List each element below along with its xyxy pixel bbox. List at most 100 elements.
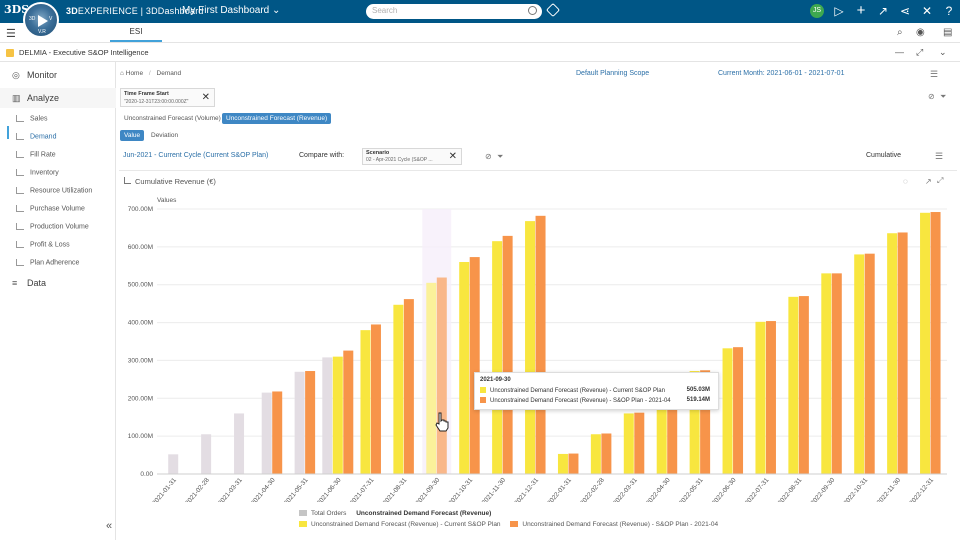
bar	[689, 371, 700, 474]
tab-volume[interactable]: Unconstrained Forecast (Volume)	[120, 113, 225, 124]
y-axis-label: Values	[157, 197, 177, 204]
deviation-button[interactable]: Deviation	[147, 130, 183, 141]
planning-scope[interactable]: Default Planning Scope	[576, 70, 650, 77]
sidebar-item-fill-rate[interactable]: Fill Rate	[16, 151, 56, 158]
legend-item-total-orders[interactable]: Total Orders	[299, 510, 346, 517]
search-tab-icon[interactable]: ⌕	[897, 27, 903, 38]
search-icon[interactable]	[528, 6, 537, 15]
bar	[897, 232, 908, 474]
legend-group-title: Unconstrained Demand Forecast (Revenue)	[356, 510, 492, 517]
remove-scenario-icon[interactable]: ✕	[448, 151, 457, 162]
x-tick-label: 2022-01-31	[546, 476, 573, 502]
collapse-sidebar-icon[interactable]: «	[106, 520, 113, 532]
search-input[interactable]: Search	[366, 4, 542, 19]
bar	[492, 241, 503, 474]
remove-filter-icon[interactable]: ✕	[201, 92, 210, 103]
bar	[332, 356, 343, 474]
y-tick-label: 500.00M	[128, 282, 153, 289]
value-button[interactable]: Value	[120, 130, 145, 141]
menu-icon[interactable]: ☰	[6, 28, 16, 40]
top-bar: 3DS 3DEXPERIENCE | 3DDashboard My First …	[0, 0, 960, 23]
chat-icon[interactable]: ▤	[943, 27, 953, 38]
y-tick-label: 700.00M	[128, 206, 153, 213]
widget-header: DELMIA - Executive S&OP Intelligence — ⤢…	[0, 44, 960, 62]
breadcrumb-home[interactable]: Home	[125, 70, 144, 77]
brand-bold: 3D	[66, 6, 78, 16]
tag-icon[interactable]	[545, 2, 561, 18]
clear-filters-icon[interactable]: ⊘	[928, 92, 935, 101]
sidebar-item-production-volume[interactable]: Production Volume	[16, 223, 89, 230]
legend-item-scenario[interactable]: Unconstrained Demand Forecast (Revenue) …	[510, 521, 718, 528]
export-icon[interactable]: ↗	[925, 177, 932, 186]
cumulative-toggle[interactable]: Cumulative	[866, 152, 902, 159]
x-tick-label: 2022-07-31	[744, 476, 771, 502]
bar	[234, 413, 245, 474]
dashboard-title[interactable]: My First Dashboard ⌄	[182, 5, 281, 16]
filter-icon[interactable]: ⏷	[497, 152, 504, 161]
tab-revenue[interactable]: Unconstrained Forecast (Revenue)	[222, 113, 332, 124]
avatar[interactable]: JS	[810, 4, 824, 18]
sidebar-item-demand[interactable]: Demand	[16, 133, 56, 140]
bar-chart: Values 0.00 100.00M 200.00M 300.00M 400.00M 50…	[128, 197, 947, 502]
chevron-down-icon[interactable]: ⌄	[939, 47, 947, 57]
x-tick-label: 2022-08-31	[777, 476, 804, 502]
help-icon[interactable]: ?	[945, 4, 953, 18]
bar	[525, 221, 536, 474]
legend-swatch-total-orders	[299, 510, 307, 516]
bar	[864, 253, 875, 474]
compass-icon[interactable]: 3D V V.R	[23, 2, 59, 38]
sidebar-item-purchase-volume[interactable]: Purchase Volume	[16, 205, 85, 212]
sidebar-item-inventory[interactable]: Inventory	[16, 169, 59, 176]
scenario-selector[interactable]: Scenario 02 - Apr-2021 Cycle (S&OP ... ✕	[362, 148, 462, 165]
tools-icon[interactable]: ✕	[921, 4, 933, 18]
sidebar-analyze[interactable]: ▥ Analyze	[12, 93, 59, 104]
plus-icon[interactable]: +	[856, 2, 866, 19]
legend-item-current[interactable]: Unconstrained Demand Forecast (Revenue) …	[299, 521, 501, 528]
tooltip-date: 2021-09-30	[480, 377, 511, 383]
chart-icon	[16, 259, 24, 266]
bar	[261, 392, 272, 474]
sidebar-item-profit-loss[interactable]: Profit & Loss	[16, 241, 70, 248]
sidebar-item-label: Resource Utilization	[30, 187, 93, 195]
bar	[623, 413, 634, 474]
bar	[535, 215, 546, 475]
toggle-icon[interactable]: ◉	[916, 27, 925, 38]
sidebar-item-label: Sales	[30, 115, 48, 123]
sidebar-data-label: Data	[27, 278, 47, 288]
chart-icon	[16, 205, 24, 212]
bar	[656, 392, 667, 474]
network-icon[interactable]: ⋖	[899, 4, 911, 18]
expand-icon[interactable]: ⤢	[937, 176, 944, 185]
tab-esi[interactable]: ESI	[110, 23, 162, 42]
x-tick-label: 2021-06-30	[316, 476, 343, 502]
breadcrumb: ⌂ Home / Demand	[120, 70, 181, 77]
bar	[168, 454, 179, 474]
time-frame-filter[interactable]: Time Frame Start "2020-12-31T23:00:00.00…	[120, 88, 215, 107]
legend-label: Unconstrained Demand Forecast (Revenue) …	[311, 521, 501, 528]
bar	[201, 434, 212, 474]
sidebar-item-plan-adherence[interactable]: Plan Adherence	[16, 259, 79, 266]
bar	[930, 212, 941, 474]
filter-icon[interactable]: ⏷	[940, 92, 947, 101]
database-icon: ≡	[12, 278, 18, 288]
minimize-icon[interactable]: —	[895, 47, 904, 57]
sidebar-item-label: Profit & Loss	[30, 241, 70, 249]
play-icon[interactable]: ▷	[834, 4, 844, 18]
bar	[469, 257, 480, 474]
sidebar-data[interactable]: ≡ Data	[12, 278, 46, 288]
home-icon[interactable]: ⌂	[120, 70, 124, 77]
share-icon[interactable]: ↗	[877, 4, 889, 18]
sidebar-item-resource-utilization[interactable]: Resource Utilization	[16, 187, 92, 194]
fullscreen-icon[interactable]: ⤢	[916, 47, 924, 57]
x-tick-label: 2021-04-30	[250, 476, 277, 502]
options-menu-icon[interactable]: ☰	[930, 69, 939, 79]
hide-icon[interactable]: ◌	[903, 177, 908, 186]
trash-icon[interactable]: ⊘	[485, 152, 492, 161]
bar	[305, 371, 316, 474]
bar	[590, 434, 601, 474]
sidebar-item-sales[interactable]: Sales	[16, 115, 48, 122]
sidebar-monitor[interactable]: ◎ Monitor	[12, 70, 57, 81]
chart-menu-icon[interactable]: ☰	[935, 151, 944, 161]
current-cycle[interactable]: Jun-2021 - Current Cycle (Current S&OP P…	[123, 152, 269, 159]
x-tick-label: 2022-04-30	[645, 476, 672, 502]
